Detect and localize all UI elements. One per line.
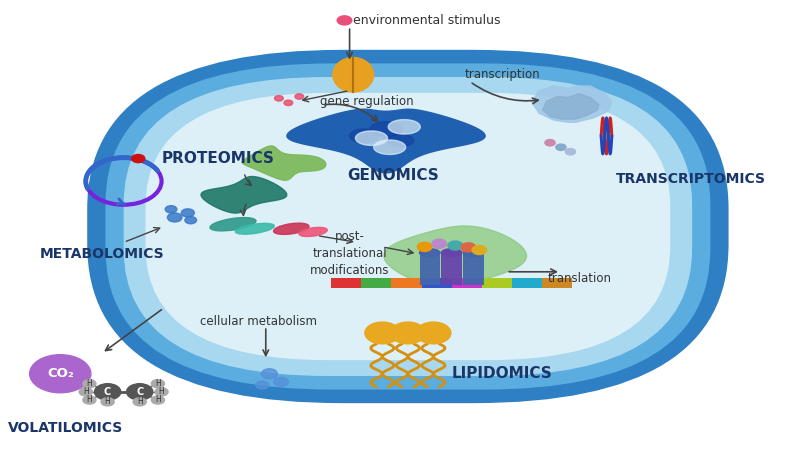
Bar: [419, 253, 440, 285]
Text: C: C: [136, 387, 143, 397]
Text: H: H: [137, 397, 142, 406]
Text: H: H: [87, 395, 92, 405]
Ellipse shape: [464, 249, 484, 257]
Circle shape: [261, 369, 278, 379]
Circle shape: [79, 388, 92, 396]
Text: post-
translational
modifications: post- translational modifications: [310, 230, 390, 277]
Text: METABOLOMICS: METABOLOMICS: [39, 247, 164, 260]
Text: H: H: [83, 387, 89, 396]
Ellipse shape: [419, 249, 440, 257]
Circle shape: [168, 213, 182, 222]
Circle shape: [365, 322, 400, 344]
Text: transcription: transcription: [465, 68, 541, 81]
Bar: [391, 278, 422, 288]
Text: H: H: [155, 379, 161, 388]
Circle shape: [133, 398, 146, 406]
Circle shape: [472, 246, 486, 255]
Circle shape: [295, 94, 304, 99]
Text: translation: translation: [547, 272, 611, 285]
Polygon shape: [287, 109, 485, 173]
Circle shape: [155, 388, 168, 396]
Circle shape: [101, 398, 114, 406]
Circle shape: [416, 322, 451, 344]
Bar: [422, 278, 452, 288]
Text: H: H: [155, 395, 161, 405]
Circle shape: [461, 243, 475, 252]
FancyBboxPatch shape: [105, 63, 711, 390]
Ellipse shape: [274, 223, 309, 234]
Circle shape: [284, 100, 293, 106]
Text: CO₂: CO₂: [47, 367, 74, 380]
Circle shape: [30, 355, 91, 393]
Polygon shape: [370, 122, 402, 136]
Circle shape: [275, 96, 283, 101]
Circle shape: [165, 206, 177, 213]
Text: TRANSCRIPTOMICS: TRANSCRIPTOMICS: [615, 172, 766, 186]
Circle shape: [256, 381, 268, 389]
Text: PROTEOMICS: PROTEOMICS: [162, 151, 275, 166]
Circle shape: [151, 380, 164, 388]
Text: cellular metabolism: cellular metabolism: [200, 315, 317, 328]
Ellipse shape: [299, 227, 327, 236]
Bar: [512, 278, 541, 288]
Circle shape: [151, 396, 164, 404]
Circle shape: [131, 154, 145, 163]
Polygon shape: [388, 120, 420, 134]
Circle shape: [556, 144, 566, 150]
Polygon shape: [242, 146, 326, 180]
Ellipse shape: [235, 223, 275, 234]
Circle shape: [274, 377, 288, 386]
Circle shape: [448, 241, 463, 250]
Text: GENOMICS: GENOMICS: [347, 168, 439, 183]
Text: environmental stimulus: environmental stimulus: [353, 14, 501, 27]
Polygon shape: [532, 86, 612, 122]
Text: gene regulation: gene regulation: [320, 96, 414, 108]
Bar: [464, 253, 484, 285]
Polygon shape: [387, 135, 414, 146]
Circle shape: [83, 396, 96, 404]
Text: H: H: [87, 379, 92, 388]
Polygon shape: [384, 226, 527, 286]
FancyBboxPatch shape: [87, 50, 729, 403]
Bar: [541, 278, 572, 288]
Circle shape: [565, 149, 575, 155]
Bar: [482, 278, 512, 288]
Polygon shape: [201, 177, 286, 213]
Text: VOLATILOMICS: VOLATILOMICS: [8, 421, 123, 435]
Bar: [331, 278, 361, 288]
Bar: [442, 253, 462, 285]
FancyBboxPatch shape: [124, 77, 692, 376]
Ellipse shape: [442, 249, 462, 257]
Text: H: H: [105, 397, 110, 406]
Bar: [361, 278, 391, 288]
Circle shape: [127, 384, 153, 400]
Text: H: H: [159, 387, 164, 396]
Polygon shape: [356, 131, 387, 145]
Circle shape: [337, 16, 352, 25]
Text: C: C: [104, 387, 111, 397]
Circle shape: [432, 239, 446, 248]
Text: LIPIDOMICS: LIPIDOMICS: [452, 366, 552, 381]
FancyBboxPatch shape: [146, 93, 671, 360]
Circle shape: [390, 322, 426, 344]
Polygon shape: [543, 94, 599, 119]
Circle shape: [94, 384, 120, 400]
Bar: [452, 278, 482, 288]
Ellipse shape: [333, 58, 374, 92]
Circle shape: [83, 380, 96, 388]
Polygon shape: [349, 129, 379, 143]
Circle shape: [185, 217, 197, 224]
Circle shape: [181, 209, 194, 217]
Circle shape: [545, 140, 555, 146]
Polygon shape: [374, 140, 406, 154]
Circle shape: [417, 242, 432, 251]
Ellipse shape: [210, 217, 256, 231]
